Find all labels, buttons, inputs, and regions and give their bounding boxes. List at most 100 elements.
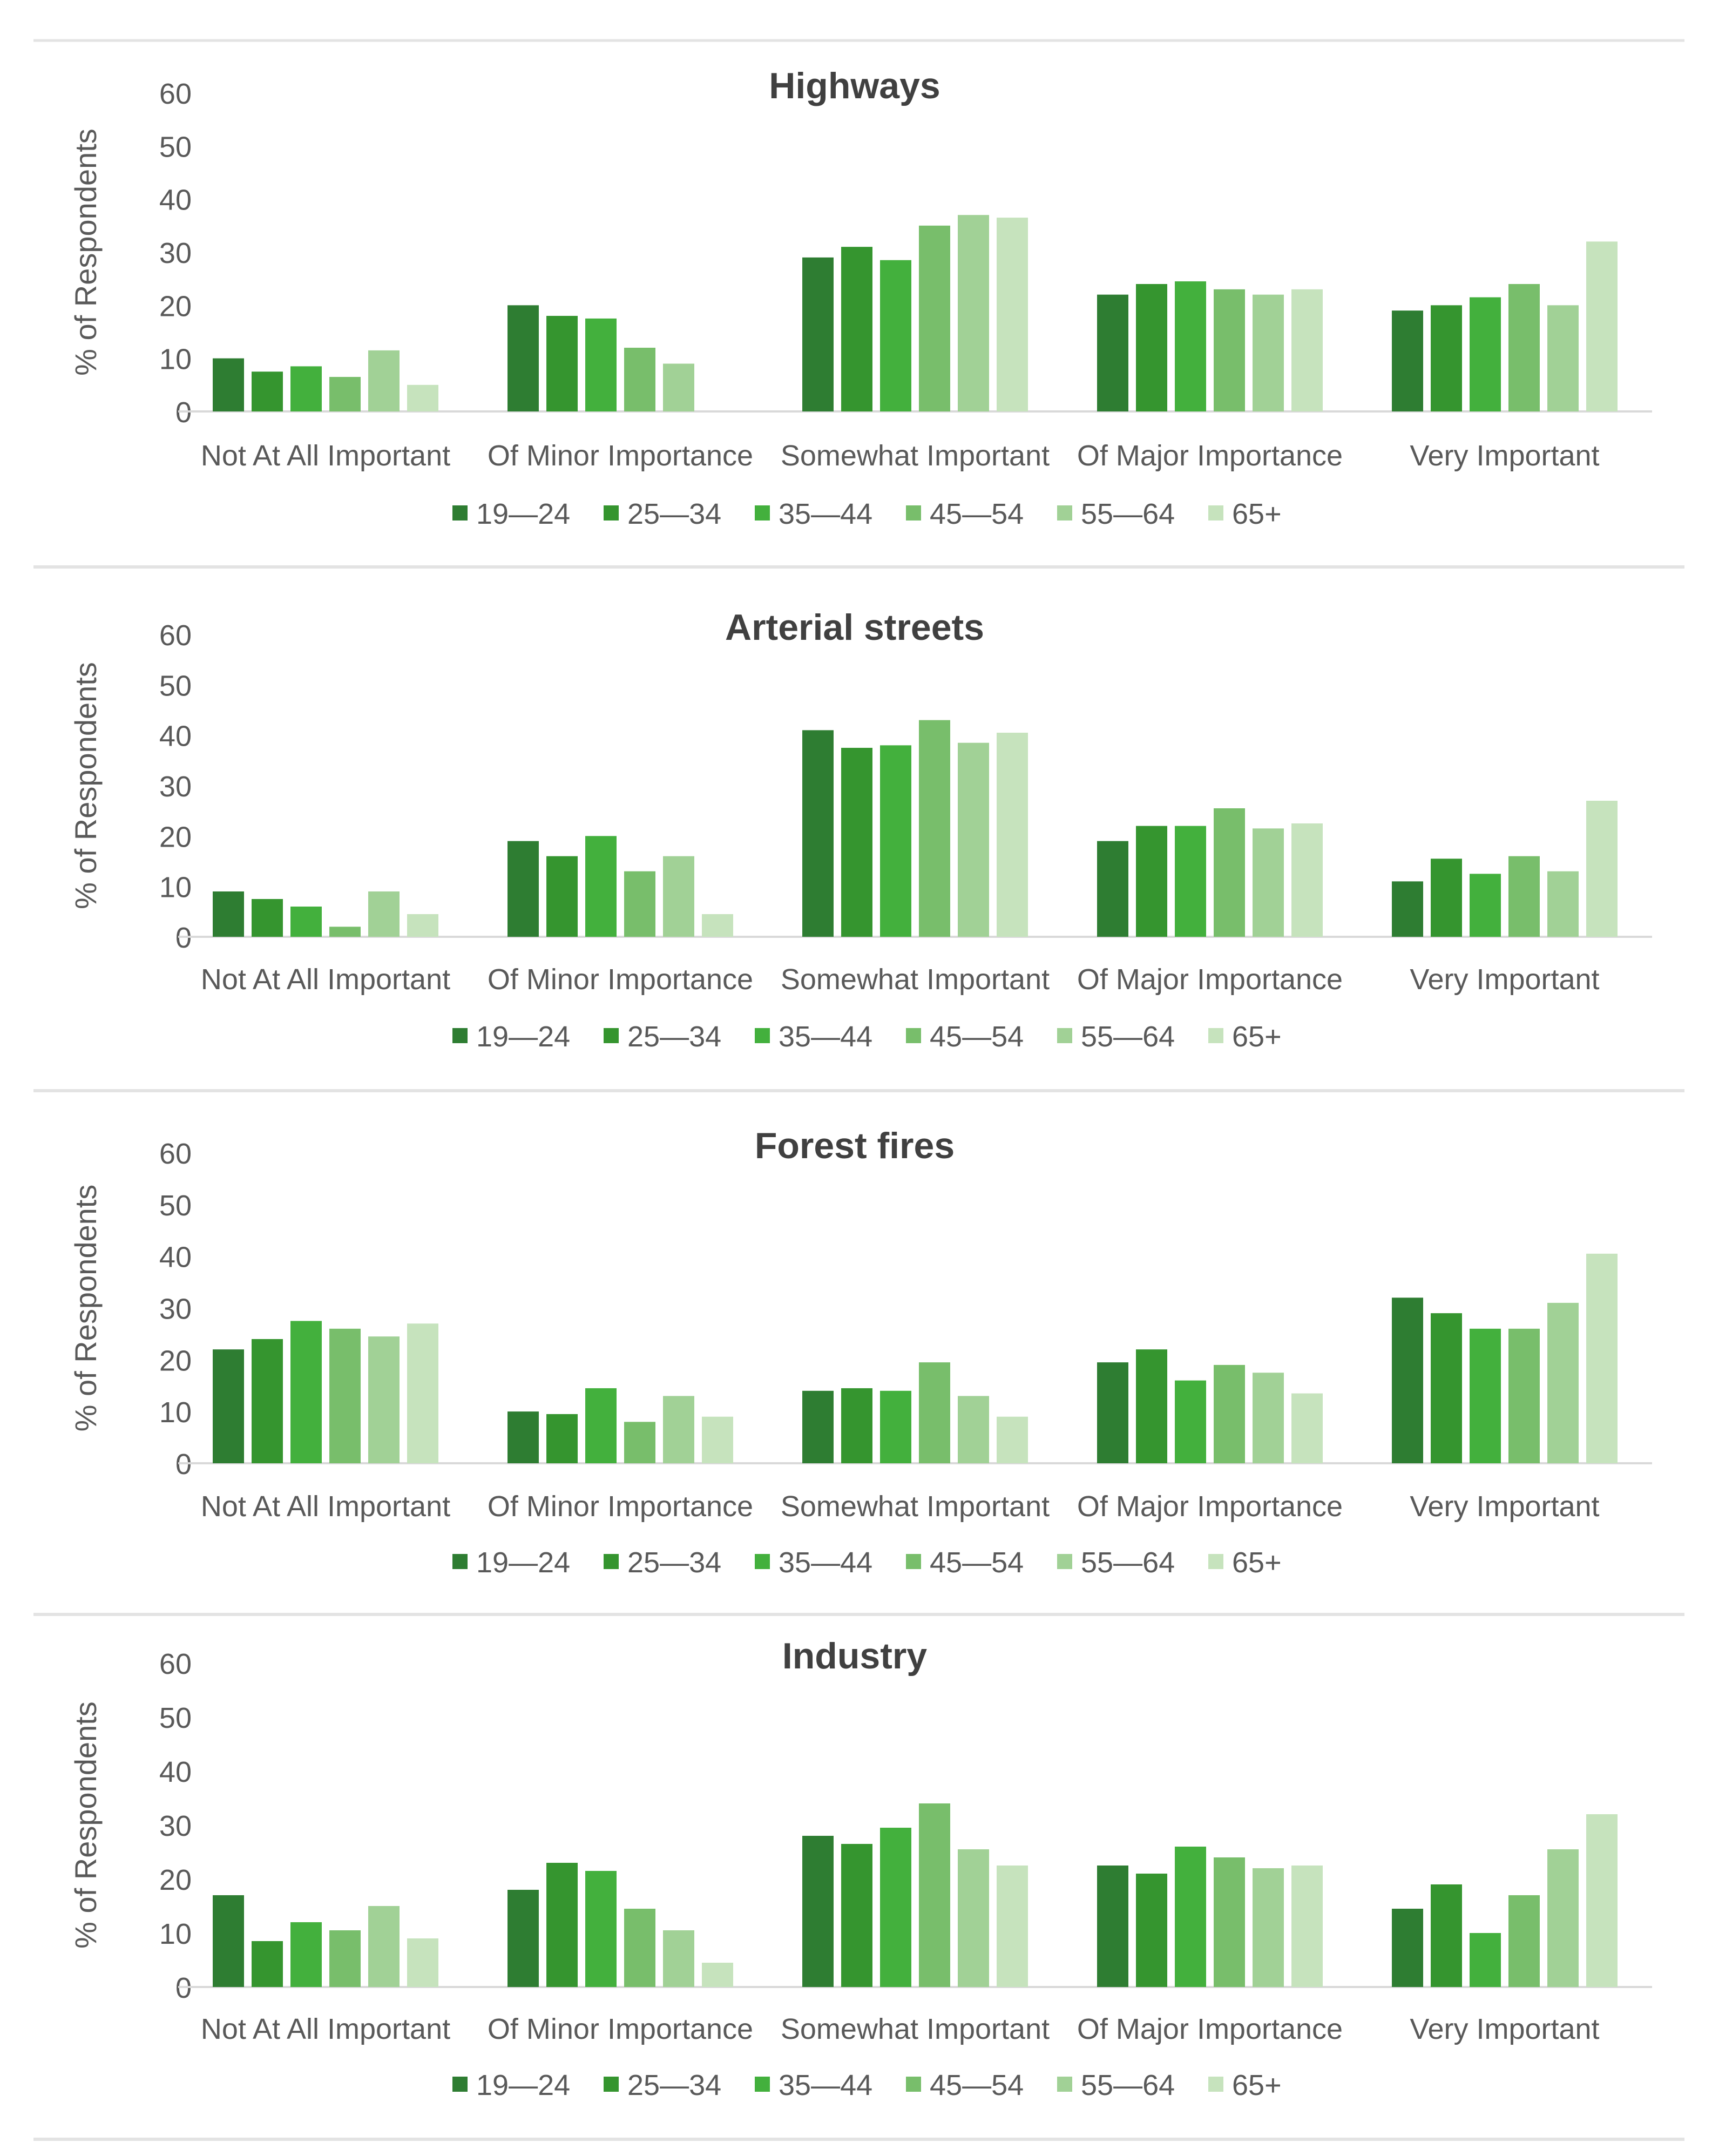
bar <box>507 305 539 411</box>
y-tick-label: 20 <box>159 821 192 853</box>
bar <box>1136 284 1167 411</box>
legend-swatch <box>1208 505 1223 521</box>
chart-panel-1: Highways% of Respondents0102030405060Not… <box>33 65 1684 569</box>
bar <box>880 260 911 411</box>
bar <box>585 318 617 411</box>
x-category-label: Not At All Important <box>201 440 450 472</box>
y-tick-label: 60 <box>159 78 192 110</box>
bar <box>1253 1868 1284 1987</box>
x-category-label: Somewhat Important <box>781 1490 1050 1523</box>
bar <box>1175 1380 1206 1463</box>
legend-label: 19—24 <box>476 1546 570 1579</box>
bar <box>1431 1884 1462 1987</box>
legend-swatch <box>1057 2077 1072 2092</box>
bar <box>997 218 1028 411</box>
bar <box>802 730 834 937</box>
legend-label: 55—64 <box>1081 1020 1175 1053</box>
legend-label: 55—64 <box>1081 498 1175 530</box>
bar <box>663 363 694 411</box>
legend-label: 25—34 <box>627 1020 721 1053</box>
legend-label: 45—54 <box>930 2069 1024 2101</box>
bar <box>213 358 244 411</box>
bar <box>1214 1364 1245 1463</box>
legend-swatch <box>906 2077 921 2092</box>
legend-label: 35—44 <box>779 2069 872 2101</box>
bar <box>1431 1313 1462 1463</box>
x-category-label: Of Major Importance <box>1077 963 1343 996</box>
bar <box>802 257 834 411</box>
bar <box>290 1922 322 1987</box>
y-axis-label: % of Respondents <box>69 1701 103 1949</box>
x-category-label: Very Important <box>1410 2013 1599 2045</box>
y-tick-label: 50 <box>159 1702 192 1734</box>
bar <box>507 1411 539 1463</box>
bar <box>507 1890 539 1987</box>
bar <box>841 1844 872 1987</box>
bar <box>290 1321 322 1463</box>
bar <box>290 907 322 937</box>
bar <box>1508 856 1540 937</box>
x-category-label: Of Minor Importance <box>488 440 753 472</box>
y-axis-label: % of Respondents <box>69 662 103 909</box>
legend-label: 65+ <box>1232 1546 1282 1579</box>
bar <box>997 1416 1028 1463</box>
bar <box>368 1906 400 1987</box>
x-category-label: Not At All Important <box>201 1490 450 1523</box>
bar <box>1470 1328 1501 1463</box>
bar <box>585 1388 617 1463</box>
bar <box>1097 294 1128 411</box>
bar <box>841 748 872 937</box>
chart-title: Forest fires <box>755 1125 955 1166</box>
bar <box>880 745 911 937</box>
bar <box>252 1941 283 1987</box>
y-tick-label: 30 <box>159 1293 192 1326</box>
legend-swatch <box>604 505 619 521</box>
y-tick-label: 20 <box>159 1344 192 1377</box>
y-tick-label: 20 <box>159 290 192 322</box>
bar <box>407 1938 438 1987</box>
y-tick-label: 60 <box>159 1138 192 1170</box>
bar <box>997 733 1028 937</box>
legend-label: 25—34 <box>627 2069 721 2101</box>
chart-title: Industry <box>782 1635 927 1677</box>
legend-swatch <box>755 1028 770 1043</box>
bar <box>407 384 438 411</box>
y-tick-label: 40 <box>159 184 192 217</box>
bar <box>329 1930 361 1987</box>
bar <box>1431 859 1462 937</box>
bar <box>663 1396 694 1463</box>
bar <box>1136 1874 1167 1987</box>
legend-label: 19—24 <box>476 1020 570 1053</box>
bar <box>329 377 361 411</box>
y-tick-label: 50 <box>159 131 192 163</box>
legend-label: 55—64 <box>1081 1546 1175 1579</box>
bar <box>1291 289 1323 411</box>
legend-swatch <box>1057 505 1072 521</box>
legend-swatch <box>452 2077 468 2092</box>
bar <box>1547 1849 1579 1987</box>
bar <box>880 1390 911 1463</box>
bar <box>702 914 733 937</box>
y-tick-label: 30 <box>159 237 192 269</box>
bar <box>1253 294 1284 411</box>
bar <box>329 1328 361 1463</box>
chart-panel-2: Arterial streets% of Respondents01020304… <box>33 607 1684 1092</box>
bar <box>1547 305 1579 411</box>
bar <box>702 1416 733 1463</box>
bar <box>1253 828 1284 937</box>
bar <box>1508 1895 1540 1987</box>
y-tick-label: 20 <box>159 1864 192 1896</box>
x-category-label: Of Minor Importance <box>488 2013 753 2045</box>
y-tick-label: 40 <box>159 1241 192 1274</box>
bar <box>958 742 989 937</box>
bar <box>1097 1866 1128 1987</box>
bar <box>546 1414 578 1463</box>
bar <box>546 1863 578 1987</box>
x-category-label: Very Important <box>1410 440 1599 472</box>
bar <box>919 1362 950 1463</box>
bar <box>368 891 400 937</box>
x-category-label: Of Major Importance <box>1077 440 1343 472</box>
bar <box>841 247 872 411</box>
bar <box>1586 1253 1618 1463</box>
bar <box>290 366 322 411</box>
